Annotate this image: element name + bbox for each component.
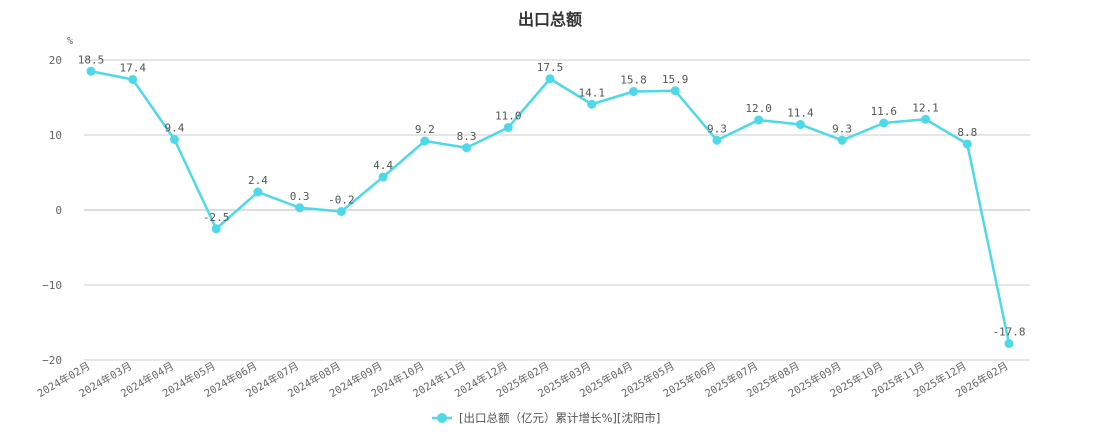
data-point[interactable] (587, 99, 597, 109)
data-label: 8.3 (457, 130, 477, 143)
data-label: 17.5 (537, 61, 564, 74)
data-label: 17.4 (119, 62, 146, 75)
data-point[interactable] (795, 120, 805, 129)
chart-title: 出口总额 (518, 10, 582, 29)
data-label: 11.4 (787, 107, 814, 120)
y-axis-unit: % (67, 36, 73, 47)
data-label: 11.6 (871, 105, 898, 118)
legend-label: [出口总额（亿元）累计增长%][沈阳市] (459, 411, 660, 425)
data-point[interactable] (169, 135, 179, 144)
data-point[interactable] (921, 114, 931, 124)
x-axis-ticks: 2024年02月2024年03月2024年04月2024年05月2024年06月… (35, 359, 1011, 400)
data-label: 4.4 (373, 159, 393, 172)
data-point[interactable] (962, 139, 972, 149)
data-point[interactable] (211, 224, 221, 234)
data-point[interactable] (712, 135, 722, 145)
data-point[interactable] (86, 66, 96, 76)
data-label: 9.4 (165, 122, 185, 135)
data-label: 0.3 (290, 190, 310, 203)
data-label: 8.8 (957, 126, 977, 139)
data-point[interactable] (420, 136, 430, 146)
grid-lines (84, 59, 1030, 361)
y-tick-label: −10 (42, 279, 62, 292)
data-label: 15.8 (620, 74, 647, 87)
data-point[interactable] (253, 187, 263, 197)
data-point[interactable] (670, 86, 680, 96)
data-label: 11.0 (495, 110, 522, 123)
data-label: 9.3 (832, 122, 852, 135)
data-point[interactable] (879, 118, 889, 128)
y-tick-label: 0 (55, 204, 62, 217)
data-label: 9.3 (707, 122, 727, 135)
y-tick-label: −20 (42, 354, 62, 367)
data-point[interactable] (1004, 339, 1014, 348)
legend-marker (437, 413, 447, 423)
y-tick-label: 10 (49, 129, 62, 142)
data-point[interactable] (754, 115, 764, 125)
y-tick-label: 20 (49, 54, 62, 67)
data-point[interactable] (545, 74, 555, 84)
data-label: -17.8 (992, 326, 1025, 339)
data-point[interactable] (462, 143, 472, 153)
data-label: 2.4 (248, 174, 268, 187)
data-label: -2.5 (203, 211, 230, 224)
data-point[interactable] (336, 207, 346, 216)
y-axis-ticks: 20 10 0 −10 −20 (42, 54, 62, 367)
data-label: 15.9 (662, 73, 689, 86)
series-layer: 18.5 17.4 9.4 -2.5 2.4 0.3 -0.2 4.4 9.2 8.3 11.0 17… (78, 53, 1026, 348)
data-point[interactable] (503, 123, 513, 132)
data-point[interactable] (628, 87, 638, 96)
data-label: 9.2 (415, 123, 435, 136)
data-label: 14.1 (578, 86, 605, 99)
data-point[interactable] (128, 75, 138, 84)
legend[interactable]: [出口总额（亿元）累计增长%][沈阳市] (432, 411, 660, 425)
data-point[interactable] (295, 203, 305, 213)
data-label: 12.0 (745, 102, 772, 115)
data-label: 12.1 (912, 101, 939, 114)
data-point[interactable] (378, 172, 388, 182)
data-label: -0.2 (328, 194, 355, 207)
data-label: 18.5 (78, 53, 105, 66)
data-point[interactable] (837, 135, 847, 145)
